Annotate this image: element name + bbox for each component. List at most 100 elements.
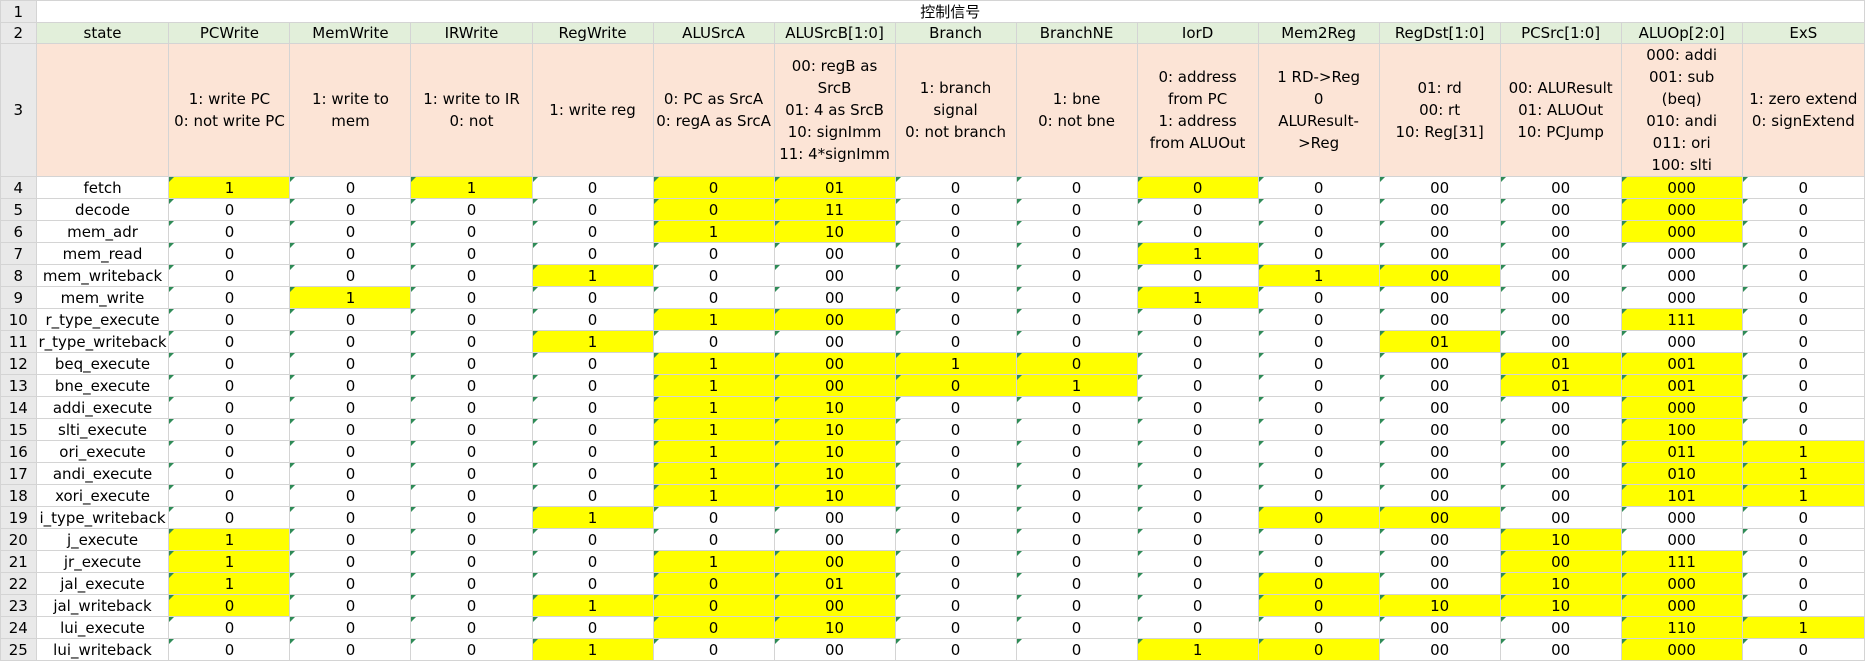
- signal-cell[interactable]: 101: [1620, 484, 1743, 507]
- row-number[interactable]: 19: [0, 506, 37, 529]
- signal-cell[interactable]: 0: [894, 572, 1017, 595]
- signal-cell[interactable]: 10: [773, 418, 896, 441]
- signal-cell[interactable]: 00: [1499, 484, 1622, 507]
- header-cell[interactable]: MemWrite: [289, 22, 412, 44]
- signal-cell[interactable]: 0: [410, 374, 533, 397]
- signal-cell[interactable]: 0: [531, 484, 654, 507]
- signal-cell[interactable]: 0: [1136, 176, 1259, 199]
- signal-cell[interactable]: 00: [1499, 462, 1622, 485]
- state-cell[interactable]: r_type_execute: [35, 308, 170, 331]
- signal-cell[interactable]: 00: [1499, 198, 1622, 221]
- signal-cell[interactable]: 0: [1741, 264, 1865, 287]
- signal-cell[interactable]: 0: [410, 572, 533, 595]
- signal-cell[interactable]: 0: [1136, 220, 1259, 243]
- signal-cell[interactable]: 00: [773, 374, 896, 397]
- signal-cell[interactable]: 0: [652, 198, 775, 221]
- signal-cell[interactable]: 0: [1741, 572, 1865, 595]
- signal-cell[interactable]: 0: [652, 286, 775, 309]
- signal-cell[interactable]: 1: [531, 638, 654, 661]
- description-cell[interactable]: 1: branch signal 0: not branch: [894, 43, 1017, 177]
- signal-cell[interactable]: 0: [1741, 198, 1865, 221]
- signal-cell[interactable]: 0: [531, 440, 654, 463]
- signal-cell[interactable]: 0: [894, 308, 1017, 331]
- signal-cell[interactable]: 00: [1378, 198, 1501, 221]
- row-number[interactable]: 8: [0, 264, 37, 287]
- signal-cell[interactable]: 000: [1620, 572, 1743, 595]
- state-cell[interactable]: jr_execute: [35, 550, 170, 573]
- signal-cell[interactable]: 0: [531, 308, 654, 331]
- signal-cell[interactable]: 0: [168, 330, 291, 353]
- signal-cell[interactable]: 0: [1015, 616, 1138, 639]
- signal-cell[interactable]: 10: [773, 616, 896, 639]
- signal-cell[interactable]: 0: [1015, 308, 1138, 331]
- signal-cell[interactable]: 0: [410, 440, 533, 463]
- signal-cell[interactable]: 10: [1499, 528, 1622, 551]
- header-cell[interactable]: RegDst[1:0]: [1378, 22, 1501, 44]
- row-number[interactable]: 15: [0, 418, 37, 441]
- signal-cell[interactable]: 0: [168, 594, 291, 617]
- signal-cell[interactable]: 01: [1499, 352, 1622, 375]
- signal-cell[interactable]: 0: [1741, 242, 1865, 265]
- signal-cell[interactable]: 0: [168, 418, 291, 441]
- signal-cell[interactable]: 1: [531, 594, 654, 617]
- signal-cell[interactable]: 00: [1499, 286, 1622, 309]
- signal-cell[interactable]: 00: [773, 528, 896, 551]
- signal-cell[interactable]: 0: [1136, 594, 1259, 617]
- signal-cell[interactable]: 0: [1136, 396, 1259, 419]
- signal-cell[interactable]: 0: [1136, 418, 1259, 441]
- signal-cell[interactable]: 10: [773, 396, 896, 419]
- signal-cell[interactable]: 0: [289, 638, 412, 661]
- signal-cell[interactable]: 0: [1741, 550, 1865, 573]
- signal-cell[interactable]: 0: [289, 572, 412, 595]
- signal-cell[interactable]: 0: [1741, 528, 1865, 551]
- signal-cell[interactable]: 0: [1015, 396, 1138, 419]
- signal-cell[interactable]: 0: [410, 594, 533, 617]
- signal-cell[interactable]: 0: [1741, 286, 1865, 309]
- signal-cell[interactable]: 1: [1136, 286, 1259, 309]
- description-cell[interactable]: 00: ALUResult 01: ALUOut 10: PCJump: [1499, 43, 1622, 177]
- signal-cell[interactable]: 0: [1136, 550, 1259, 573]
- signal-cell[interactable]: 00: [1378, 264, 1501, 287]
- header-cell[interactable]: ALUSrcA: [652, 22, 775, 44]
- signal-cell[interactable]: 00: [773, 330, 896, 353]
- signal-cell[interactable]: 0: [1136, 198, 1259, 221]
- signal-cell[interactable]: 0: [410, 286, 533, 309]
- signal-cell[interactable]: 0: [531, 198, 654, 221]
- state-cell[interactable]: lui_execute: [35, 616, 170, 639]
- header-cell[interactable]: Branch: [894, 22, 1017, 44]
- signal-cell[interactable]: 0: [410, 330, 533, 353]
- signal-cell[interactable]: 1: [1741, 484, 1865, 507]
- signal-cell[interactable]: 0: [1257, 550, 1380, 573]
- signal-cell[interactable]: 1: [168, 572, 291, 595]
- description-cell[interactable]: 1: write reg: [531, 43, 654, 177]
- signal-cell[interactable]: 0: [1015, 594, 1138, 617]
- signal-cell[interactable]: 0: [1015, 572, 1138, 595]
- signal-cell[interactable]: 00: [1499, 396, 1622, 419]
- signal-cell[interactable]: 0: [1015, 528, 1138, 551]
- signal-cell[interactable]: 00: [1378, 374, 1501, 397]
- signal-cell[interactable]: 1: [168, 550, 291, 573]
- signal-cell[interactable]: 00: [1378, 220, 1501, 243]
- signal-cell[interactable]: 110: [1620, 616, 1743, 639]
- signal-cell[interactable]: 0: [1257, 242, 1380, 265]
- signal-cell[interactable]: 0: [289, 264, 412, 287]
- signal-cell[interactable]: 0: [894, 264, 1017, 287]
- signal-cell[interactable]: 00: [1499, 440, 1622, 463]
- signal-cell[interactable]: 00: [1378, 396, 1501, 419]
- signal-cell[interactable]: 0: [289, 528, 412, 551]
- signal-cell[interactable]: 0: [1257, 374, 1380, 397]
- signal-cell[interactable]: 0: [289, 462, 412, 485]
- state-cell[interactable]: i_type_writeback: [35, 506, 170, 529]
- row-number[interactable]: 23: [0, 594, 37, 617]
- signal-cell[interactable]: 0: [1015, 418, 1138, 441]
- signal-cell[interactable]: 0: [410, 550, 533, 573]
- signal-cell[interactable]: 0: [1015, 242, 1138, 265]
- signal-cell[interactable]: 000: [1620, 528, 1743, 551]
- signal-cell[interactable]: 0: [652, 242, 775, 265]
- signal-cell[interactable]: 00: [773, 352, 896, 375]
- signal-cell[interactable]: 1: [652, 418, 775, 441]
- signal-cell[interactable]: 000: [1620, 242, 1743, 265]
- signal-cell[interactable]: 0: [410, 264, 533, 287]
- state-cell[interactable]: j_execute: [35, 528, 170, 551]
- signal-cell[interactable]: 0: [1257, 308, 1380, 331]
